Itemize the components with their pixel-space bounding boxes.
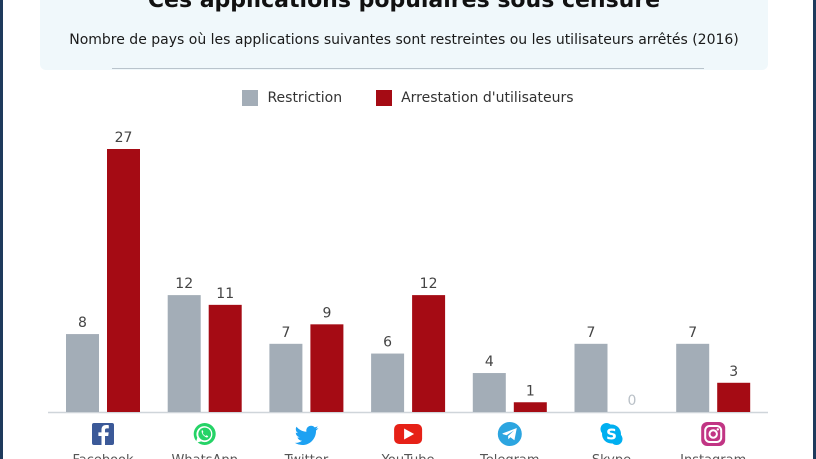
legend: Restriction Arrestation d'utilisateurs (0, 90, 816, 106)
whatsapp-icon (193, 423, 216, 445)
bar-arrestation-whatsapp (208, 304, 242, 412)
tick-label-facebook: Facebook (72, 453, 134, 459)
tick-label-instagram: Instagram (680, 453, 746, 459)
instagram-icon (701, 422, 726, 446)
twitter-icon (294, 425, 319, 445)
header-panel: Ces applications populaires sous censure… (40, 0, 768, 70)
frame-border-right (813, 0, 816, 459)
header-divider (112, 68, 704, 69)
legend-swatch-arrestation (376, 90, 393, 106)
data-label-restriction-skype: 7 (587, 325, 596, 341)
bar-arrestation-instagram (717, 382, 751, 412)
bar-restriction-instagram (676, 343, 710, 412)
data-label-arrestation-whatsapp: 11 (216, 286, 234, 302)
bar-restriction-twitter (269, 343, 303, 412)
data-label-restriction-twitter: 7 (281, 325, 290, 341)
facebook-icon (92, 423, 114, 445)
chart-subtitle: Nombre de pays où les applications suiva… (69, 32, 739, 48)
bar-arrestation-telegram (513, 402, 547, 412)
data-label-arrestation-twitter: 9 (322, 305, 331, 321)
bar-arrestation-facebook (107, 149, 140, 412)
data-label-arrestation-skype: 0 (628, 393, 637, 409)
legend-label-arrestation: Arrestation d'utilisateurs (401, 90, 574, 106)
tick-label-youtube: YouTube (381, 453, 435, 459)
tick-label-skype: Skype (592, 453, 631, 459)
bar-restriction-facebook (66, 334, 99, 412)
bar-arrestation-twitter (310, 324, 344, 412)
data-label-restriction-youtube: 6 (383, 335, 392, 351)
svg-text:S: S (606, 426, 617, 444)
telegram-icon (497, 422, 522, 446)
data-label-restriction-instagram: 7 (688, 325, 697, 341)
legend-item-arrestation: Arrestation d'utilisateurs (376, 90, 574, 106)
data-label-arrestation-youtube: 12 (420, 276, 438, 292)
legend-swatch-restriction (242, 90, 259, 106)
data-label-arrestation-telegram: 1 (526, 383, 535, 399)
bar-restriction-youtube (371, 353, 405, 412)
legend-label-restriction: Restriction (267, 90, 343, 106)
bar-restriction-skype (574, 343, 608, 412)
data-label-restriction-whatsapp: 12 (175, 276, 193, 292)
frame-border-left (0, 0, 3, 459)
youtube-icon (394, 424, 423, 444)
data-label-arrestation-instagram: 3 (729, 364, 738, 380)
bar-restriction-whatsapp (167, 295, 201, 412)
data-label-arrestation-facebook: 27 (115, 130, 133, 146)
tick-label-twitter: Twitter (284, 453, 329, 459)
data-label-restriction-telegram: 4 (485, 354, 494, 370)
skype-icon: S (600, 423, 623, 445)
tick-label-whatsapp: WhatsApp (172, 453, 238, 459)
data-label-restriction-facebook: 8 (78, 315, 87, 331)
chart-title: Ces applications populaires sous censure (147, 0, 661, 13)
tick-label-telegram: Telegram (479, 453, 540, 459)
bar-arrestation-youtube (412, 295, 446, 412)
bar-restriction-telegram (472, 373, 506, 412)
legend-item-restriction: Restriction (242, 90, 342, 106)
